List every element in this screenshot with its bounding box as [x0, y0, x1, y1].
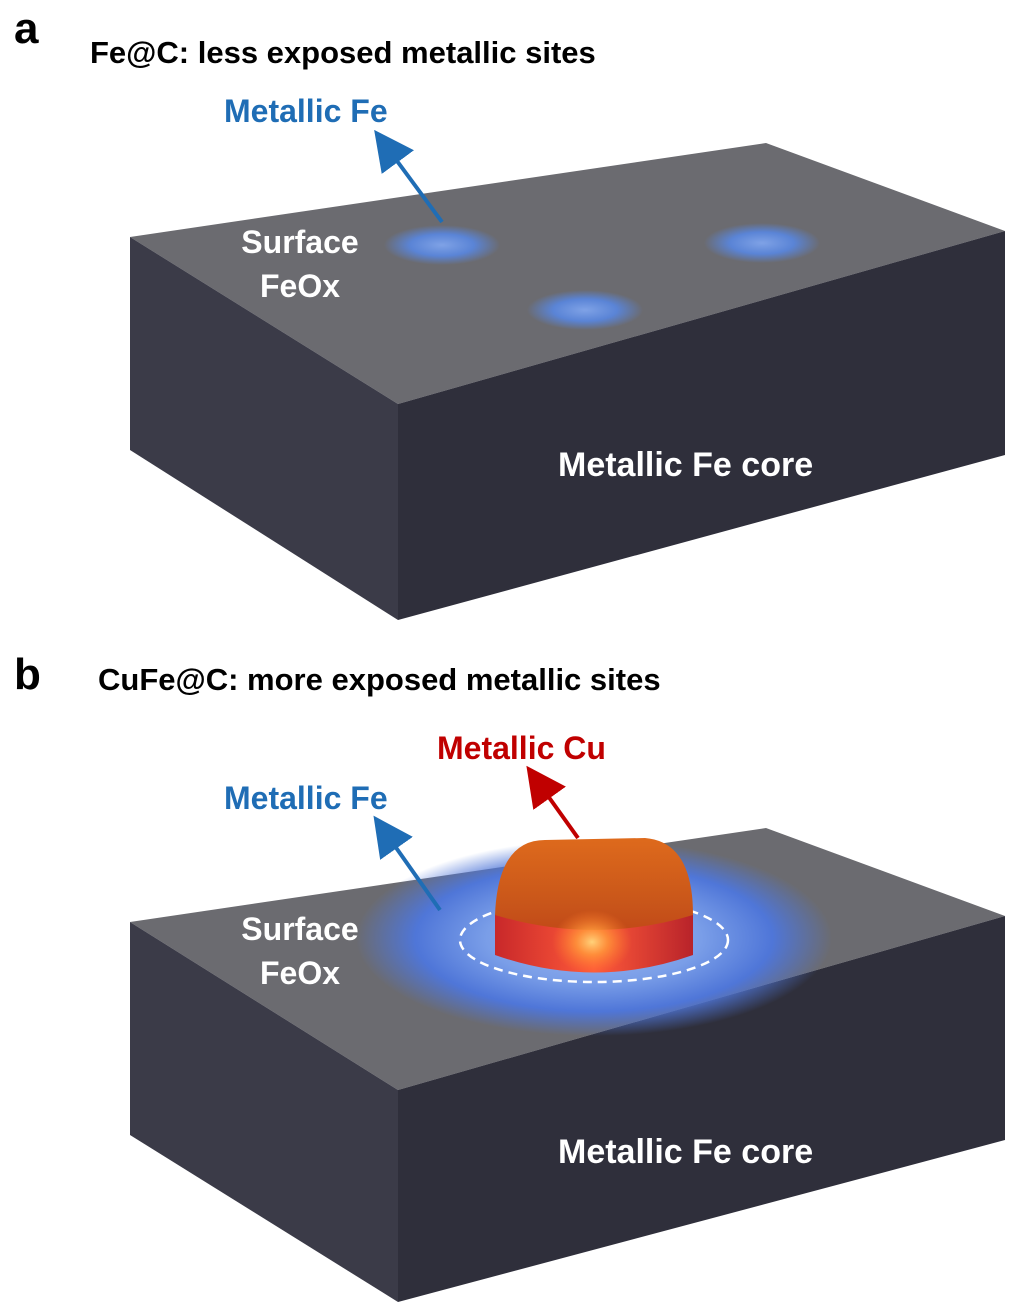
fe-site-1 — [384, 225, 500, 265]
panel-a-surface-label: Surface FeOx — [222, 220, 378, 308]
panel-a-surface-line2: FeOx — [259, 268, 341, 304]
block-a-top-face — [130, 143, 1005, 404]
cu-glow — [552, 910, 632, 974]
panel-b-surface-line2: FeOx — [259, 955, 341, 991]
arrow-cu-b — [526, 765, 580, 840]
panel-a-surface-line1: Surface — [241, 224, 359, 260]
panel-a-metallic-fe-label: Metallic Fe — [224, 93, 388, 129]
block-a-front-face — [398, 231, 1005, 620]
panel-a-title: Fe@C: less exposed metallic sites — [90, 35, 596, 70]
panel-a-core-label: Metallic Fe core — [558, 446, 814, 484]
panel-b-letter: b — [14, 650, 41, 699]
panel-b-metallic-cu-label: Metallic Cu — [437, 730, 606, 766]
cu-particle — [495, 838, 693, 974]
cu-dome — [495, 838, 693, 930]
fe-site-2 — [704, 223, 820, 263]
panel-b-title: CuFe@C: more exposed metallic sites — [98, 662, 661, 697]
fe-site-3 — [527, 290, 643, 330]
block-a — [130, 143, 1005, 620]
block-b-left-face — [130, 922, 398, 1302]
block-b-front-face — [398, 916, 1005, 1302]
panel-b-surface-line1: Surface — [241, 911, 359, 947]
panel-a-letter: a — [14, 4, 39, 53]
block-a-left-face — [130, 237, 398, 620]
arrow-fe-a — [374, 129, 444, 224]
arrow-fe-b — [373, 815, 442, 912]
panel-b-core-label: Metallic Fe core — [558, 1133, 814, 1171]
panel-b-metallic-fe-label: Metallic Fe — [224, 780, 388, 816]
panel-b-surface-label: Surface FeOx — [222, 907, 378, 995]
